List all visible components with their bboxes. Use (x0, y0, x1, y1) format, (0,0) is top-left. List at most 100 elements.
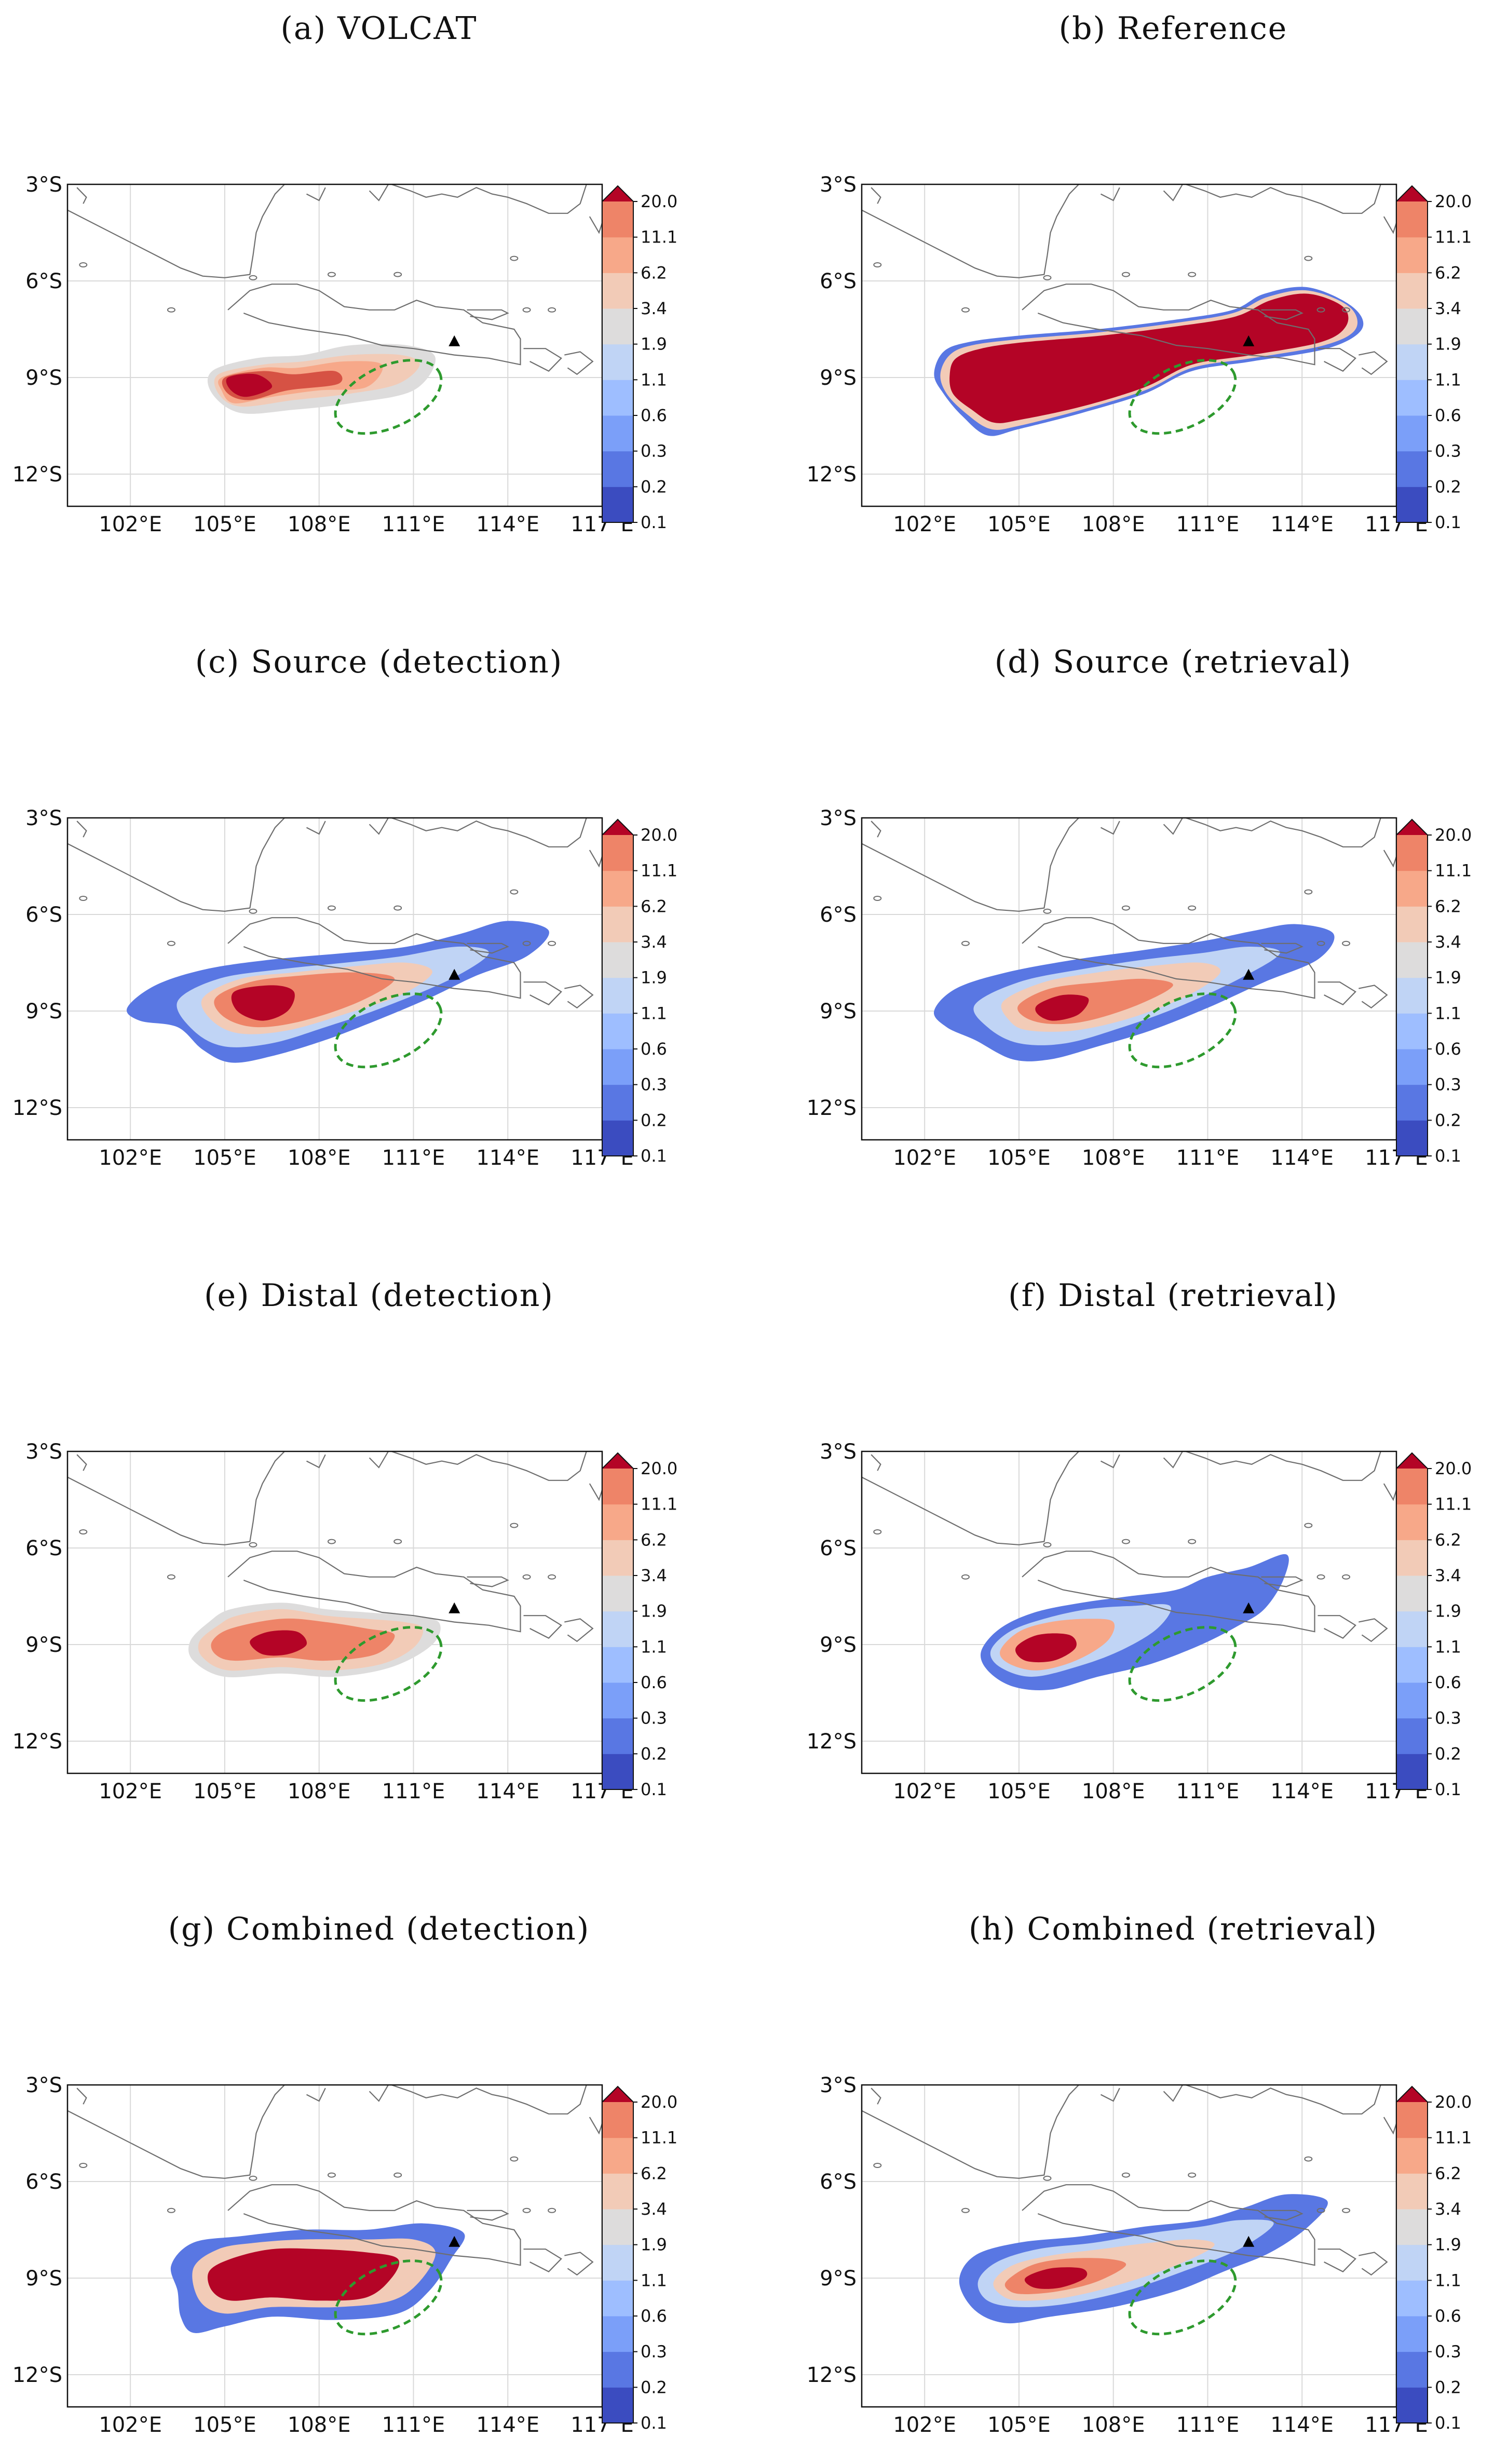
colorbar-segment (1396, 451, 1428, 487)
island (961, 1574, 970, 1580)
island (79, 1529, 88, 1534)
lat-tick-label: 9°S (820, 1633, 857, 1657)
colorbar-tick-label: 11.1 (641, 227, 677, 247)
emission-ellipse (334, 992, 443, 1069)
colorbar-tick-label: 20.0 (641, 1459, 677, 1478)
island (1304, 255, 1313, 261)
colorbar-segment (1396, 1647, 1428, 1683)
coastline (1383, 2117, 1396, 2135)
coastline (227, 284, 521, 366)
coastline (1022, 1551, 1315, 1633)
colorbar-tick-label: 0.6 (641, 1039, 667, 1059)
colorbar-segment (1396, 308, 1428, 345)
colorbar-segment (602, 1084, 633, 1121)
island (79, 896, 88, 901)
map-panel: 102°E 105°E 108°E 111°E 114°E 117°E3°S6°S9°S1… (807, 1440, 1472, 1803)
lon-tick-label: 102°E (99, 513, 162, 536)
coastline (871, 1454, 881, 1471)
emission-ellipse (1128, 992, 1237, 1069)
map-panel: 102°E 105°E 108°E 111°E 114°E 117°E3°S6°S9°S1… (12, 1440, 678, 1803)
colorbar-tick-label: 20.0 (1435, 825, 1472, 845)
colorbar-segment (1396, 2209, 1428, 2245)
coastline (1261, 309, 1303, 320)
island (1304, 889, 1313, 895)
lat-tick-label: 6°S (25, 270, 62, 293)
colorbar-segment (1396, 380, 1428, 416)
colorbar-segment (1396, 237, 1428, 273)
colorbar-tick-label: 0.3 (641, 1075, 667, 1095)
coastline (306, 820, 326, 835)
colorbar-segment (1396, 1013, 1428, 1049)
colorbar-tick-label: 3.4 (641, 2199, 667, 2219)
colorbar-tick-label: 6.2 (1435, 1530, 1461, 1550)
panel-title: (e) Distal (detection) (204, 1277, 554, 1314)
plume-contour-20 (231, 985, 295, 1021)
colorbar-frame (1396, 185, 1428, 523)
colorbar-segment (602, 487, 633, 523)
colorbar-segment (1396, 1540, 1428, 1576)
colorbar-tick-label: 0.6 (641, 2306, 667, 2326)
lon-tick-label: 114°E (476, 1146, 539, 1170)
plume-contour-20 (1024, 2267, 1088, 2289)
colorbar-segment (602, 237, 633, 273)
island (1043, 1542, 1052, 1547)
lat-tick-label: 12°S (807, 1730, 857, 1754)
plot-area (862, 184, 1396, 506)
colorbar-tick-label: 0.3 (1435, 1075, 1461, 1095)
lat-tick-label: 12°S (12, 1096, 62, 1120)
colorbar-tick-label: 0.3 (1435, 2342, 1461, 2362)
lat-tick-label: 6°S (25, 1537, 62, 1560)
colorbar-segment (1396, 2173, 1428, 2210)
lat-tick-label: 12°S (12, 2363, 62, 2387)
coastline (523, 2248, 562, 2272)
colorbar-tick-label: 6.2 (641, 263, 667, 282)
coastline (306, 2088, 326, 2102)
lon-tick-label: 108°E (288, 1780, 351, 1803)
colorbar-tick-label: 0.6 (1435, 1673, 1461, 1692)
colorbar-tick-label: 0.1 (1435, 1146, 1461, 1166)
colorbar-tick-label: 20.0 (1435, 192, 1472, 211)
colorbar-tick-label: 0.3 (1435, 441, 1461, 461)
coastline (862, 818, 1079, 912)
colorbar-tick-label: 1.1 (1435, 2270, 1461, 2290)
colorbar-tick-label: 0.1 (1435, 2413, 1461, 2433)
plume-contour-20 (250, 1630, 307, 1656)
island (1043, 2175, 1052, 2181)
colorbar-segment (602, 1647, 633, 1683)
colorbar-tick-label: 1.9 (641, 2235, 667, 2255)
coastline (1100, 820, 1120, 835)
colorbar-segment (602, 308, 633, 345)
coastline (1359, 351, 1388, 375)
colorbar-segment (1396, 1469, 1428, 1505)
colorbar-segment (1396, 870, 1428, 907)
colorbar-tick-label: 0.1 (641, 1146, 667, 1166)
lon-tick-label: 105°E (193, 1780, 256, 1803)
coastline (467, 309, 509, 320)
colorbar-segment (602, 344, 633, 380)
island (522, 940, 531, 946)
colorbar-segment (1396, 1120, 1428, 1156)
lon-tick-label: 102°E (893, 513, 956, 536)
emission-ellipse (334, 2259, 443, 2336)
coastline (369, 2085, 389, 2102)
colorbar-tick-label: 11.1 (641, 861, 677, 881)
coastline (871, 2088, 881, 2105)
colorbar-tick-label: 6.2 (1435, 896, 1461, 916)
colorbar-tick-label: 1.9 (1435, 2235, 1461, 2255)
coastline (871, 820, 881, 838)
map-panel: 102°E 105°E 108°E 111°E 114°E 117°E3°S6°S9°S1… (12, 173, 678, 536)
coastline (564, 1618, 594, 1642)
colorbar-tick-label: 20.0 (641, 192, 677, 211)
colorbar-segment (602, 2209, 633, 2245)
lon-tick-label: 114°E (1270, 513, 1334, 536)
plot-area (67, 2085, 602, 2407)
coastline (1022, 917, 1315, 999)
colorbar-segment (1396, 2137, 1428, 2174)
volcano-marker (1243, 2236, 1255, 2247)
lat-tick-label: 3°S (25, 1440, 62, 1464)
island (961, 940, 970, 946)
colorbar: 0.1 0.2 0.3 0.6 1.1 1.9 3.4 6.2 11.1 20.0 (602, 818, 677, 1166)
coastline (76, 820, 87, 838)
colorbar-tick-label: 0.1 (641, 2413, 667, 2433)
colorbar-tick-label: 0.2 (1435, 1110, 1461, 1130)
